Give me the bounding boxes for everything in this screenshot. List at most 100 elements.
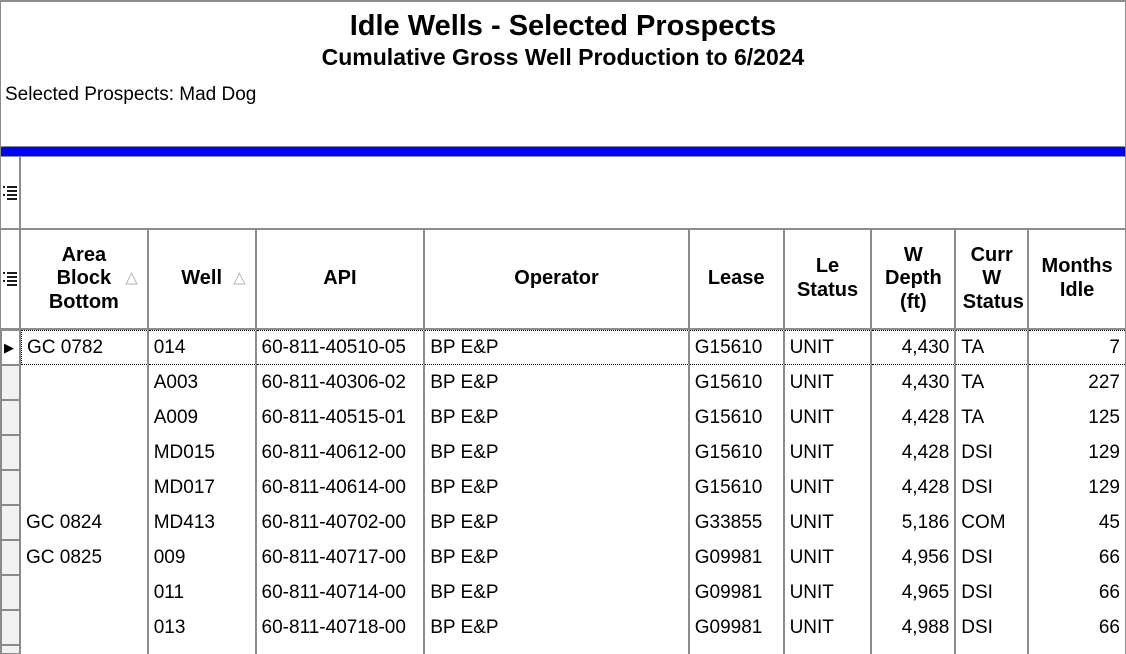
cell-w-depth-ft[interactable]: 4,965 (872, 575, 957, 610)
cell-lease[interactable]: G15610 (690, 435, 785, 470)
cell-months-idle[interactable]: 125 (1088, 406, 1120, 428)
cell-area-block-bottom[interactable]: GC 0782 (20, 330, 149, 365)
row-selector-current[interactable]: ▶ (1, 330, 21, 365)
column-header-api[interactable]: API (257, 230, 426, 328)
row-selector[interactable] (1, 365, 21, 400)
column-header-well[interactable]: Well △ (149, 230, 257, 328)
cell-api[interactable]: 60-811-40306-02 (257, 365, 426, 400)
cell-area-block-bottom[interactable] (21, 610, 149, 645)
cell-lease[interactable]: G09981 (690, 610, 785, 645)
cell-lease[interactable]: G15610 (690, 400, 785, 435)
cell-curr-w-status[interactable]: TA (956, 365, 1030, 400)
column-header-lease[interactable]: Lease (690, 230, 785, 328)
cell-le-status[interactable]: UNIT (785, 400, 873, 435)
column-header-operator[interactable]: Operator (425, 230, 690, 328)
cell-api[interactable]: 60-811-40717-00 (257, 540, 426, 575)
column-header-curr-w-status[interactable]: Curr W Status (956, 230, 1030, 328)
cell-area-block-bottom[interactable] (21, 575, 149, 610)
cell-w-depth-ft[interactable]: 4,428 (872, 435, 957, 470)
cell-months-idle[interactable]: 129 (1088, 441, 1120, 463)
row-selector[interactable] (1, 400, 21, 435)
cell-operator[interactable]: BP E&P (425, 435, 690, 470)
cell-curr-w-status[interactable]: DSI (956, 575, 1030, 610)
cell-curr-w-status[interactable]: TA (956, 400, 1030, 435)
cell-lease[interactable]: G09981 (690, 575, 785, 610)
cell-lease[interactable]: G33855 (690, 505, 785, 540)
column-header-months-idle[interactable]: Months Idle (1029, 230, 1125, 328)
cell-le-status[interactable]: UNIT (785, 575, 873, 610)
row-selector[interactable] (1, 505, 21, 540)
cell-w-depth-ft[interactable]: 4,956 (872, 540, 957, 575)
column-header-w-depth-ft[interactable]: W Depth (ft) (872, 230, 957, 328)
row-selector[interactable] (1, 435, 21, 470)
row-selector[interactable] (1, 540, 21, 575)
cell-months-idle[interactable]: 66 (1098, 546, 1120, 568)
cell-api[interactable]: 60-811-40515-01 (257, 400, 426, 435)
cell-lease[interactable]: G09981 (690, 540, 785, 575)
cell-api[interactable]: 60-811-40510-05 (256, 330, 426, 365)
cell-well[interactable]: MD017 (149, 470, 257, 505)
cell-well[interactable]: 013 (149, 610, 257, 645)
cell-curr-w-status[interactable]: DSI (956, 610, 1030, 645)
cell-lease[interactable]: G15610 (689, 330, 785, 365)
cell-api[interactable]: 60-811-40612-00 (257, 435, 426, 470)
cell-area-block-bottom[interactable]: GC 0824 (21, 505, 149, 540)
cell-w-depth-ft[interactable]: 4,428 (872, 470, 957, 505)
cell-w-depth-ft[interactable]: 4,430 (872, 365, 957, 400)
cell-operator[interactable]: BP E&P (425, 470, 690, 505)
cell-le-status[interactable]: UNIT (785, 610, 873, 645)
cell-le-status[interactable]: UNIT (785, 365, 873, 400)
cell-operator[interactable]: BP E&P (425, 540, 690, 575)
cell-curr-w-status[interactable]: COM (956, 505, 1030, 540)
cell-area-block-bottom[interactable] (21, 400, 149, 435)
cell-curr-w-status[interactable]: DSI (956, 435, 1030, 470)
cell-months-idle[interactable]: 66 (1098, 616, 1120, 638)
cell-well[interactable]: A009 (149, 400, 257, 435)
row-selector[interactable] (1, 470, 21, 505)
cell-operator[interactable]: BP E&P (425, 400, 690, 435)
column-header-area-block-bottom[interactable]: Area Block Bottom △ (21, 230, 149, 328)
row-selector[interactable] (1, 610, 21, 645)
cell-w-depth-ft[interactable]: 4,988 (872, 610, 957, 645)
cell-le-status[interactable]: UNIT (785, 505, 873, 540)
cell-months-idle[interactable]: 227 (1088, 371, 1120, 393)
column-header-le-status[interactable]: Le Status (785, 230, 873, 328)
cell-le-status[interactable]: UNIT (785, 540, 873, 575)
cell-curr-w-status[interactable]: DSI (956, 540, 1030, 575)
cell-w-depth-ft[interactable]: 4,428 (872, 400, 957, 435)
cell-area-block-bottom[interactable] (21, 435, 149, 470)
cell-w-depth-ft[interactable]: 4,430 (872, 330, 957, 365)
cell-area-block-bottom[interactable] (21, 470, 149, 505)
row-selector[interactable] (1, 575, 21, 610)
cell-area-block-bottom[interactable]: GC 0825 (21, 540, 149, 575)
row-selector[interactable] (1, 645, 21, 654)
cell-api[interactable]: 60-811-40614-00 (257, 470, 426, 505)
cell-operator[interactable]: BP E&P (425, 330, 690, 365)
cell-well[interactable]: MD015 (149, 435, 257, 470)
cell-well[interactable]: 014 (148, 330, 257, 365)
cell-api[interactable]: 60-811-40714-00 (257, 575, 426, 610)
cell-curr-w-status[interactable]: DSI (956, 470, 1030, 505)
cell-le-status[interactable]: UNIT (785, 435, 873, 470)
cell-operator[interactable]: BP E&P (425, 575, 690, 610)
cell-le-status[interactable]: UNIT (784, 330, 873, 365)
cell-well[interactable]: MD413 (149, 505, 257, 540)
cell-months-idle[interactable]: 66 (1098, 581, 1120, 603)
cell-le-status[interactable]: UNIT (785, 470, 873, 505)
cell-well[interactable]: A003 (149, 365, 257, 400)
cell-months-idle[interactable]: 7 (1029, 330, 1125, 365)
cell-months-idle[interactable]: 45 (1098, 511, 1120, 533)
cell-curr-w-status[interactable]: TA (956, 330, 1030, 365)
cell-w-depth-ft[interactable]: 5,186 (872, 505, 957, 540)
cell-api[interactable]: 60-811-40718-00 (257, 610, 426, 645)
cell-well[interactable]: 011 (149, 575, 257, 610)
cell-api[interactable]: 60-811-40702-00 (257, 505, 426, 540)
cell-operator[interactable]: BP E&P (425, 610, 690, 645)
cell-lease[interactable]: G15610 (690, 470, 785, 505)
cell-well[interactable]: 009 (149, 540, 257, 575)
cell-months-idle[interactable]: 129 (1088, 476, 1120, 498)
cell-area-block-bottom[interactable] (21, 365, 149, 400)
cell-operator[interactable]: BP E&P (425, 505, 690, 540)
cell-lease[interactable]: G15610 (690, 365, 785, 400)
cell-operator[interactable]: BP E&P (425, 365, 690, 400)
